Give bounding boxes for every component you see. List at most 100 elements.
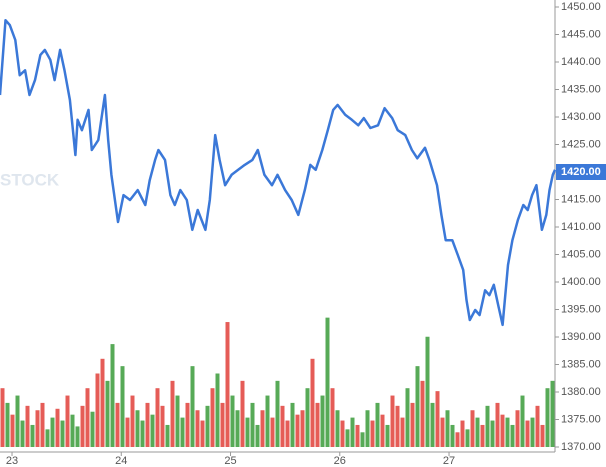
volume-bar <box>25 405 30 447</box>
volume-bar <box>375 402 380 447</box>
last-price-box <box>556 164 606 180</box>
volume-bar <box>110 344 115 447</box>
volume-bar <box>365 410 370 447</box>
volume-bar <box>505 417 510 447</box>
volume-bar <box>130 395 135 447</box>
volume-bar <box>355 424 360 447</box>
volume-bar <box>200 420 205 447</box>
volume-bar <box>50 417 55 447</box>
volume-bar <box>160 405 165 447</box>
volume-bar <box>145 402 150 447</box>
volume-bar <box>210 388 215 447</box>
volume-bar <box>450 424 455 447</box>
y-tick-label: 1445.00 <box>561 28 601 40</box>
volume-bar <box>340 420 345 447</box>
volume-bar <box>280 405 285 447</box>
y-tick-label: 1370.00 <box>561 441 601 453</box>
volume-bar <box>410 402 415 447</box>
volume-bar <box>155 388 160 447</box>
volume-bar <box>405 388 410 447</box>
volume-bar <box>295 414 300 447</box>
volume-bar <box>480 424 485 447</box>
volume-bar <box>240 380 245 447</box>
volume-bar <box>40 402 45 447</box>
y-tick-label: 1390.00 <box>561 331 601 343</box>
x-tick-label: 26 <box>334 455 346 467</box>
volume-bar <box>235 410 240 447</box>
volume-bar <box>390 395 395 447</box>
volume-bar <box>400 417 405 447</box>
volume-bar <box>20 420 25 447</box>
y-tick-label: 1405.00 <box>561 248 601 260</box>
volume-bar <box>205 405 210 447</box>
volume-bar <box>185 402 190 447</box>
volume-bar <box>425 336 430 447</box>
volume-bar <box>520 395 525 447</box>
volume-bar <box>10 414 15 447</box>
volume-bar <box>305 388 310 447</box>
volume-bar <box>90 411 95 447</box>
volume-bar <box>335 410 340 447</box>
volume-bar <box>55 408 60 447</box>
volume-bar <box>80 405 85 447</box>
volume-bar <box>460 420 465 447</box>
volume-bar <box>370 420 375 447</box>
volume-bar <box>190 366 195 447</box>
x-tick-label: 27 <box>443 455 455 467</box>
volume-bar <box>500 414 505 447</box>
volume-bar <box>445 410 450 447</box>
volume-bar <box>135 410 140 447</box>
volume-bar <box>260 410 265 447</box>
price-line <box>0 18 557 327</box>
volume-bar <box>430 402 435 447</box>
volume-bar <box>245 417 250 447</box>
volume-bar <box>300 410 305 447</box>
volume-bar <box>255 424 260 447</box>
volume-bar <box>270 417 275 447</box>
volume-bar <box>510 424 515 447</box>
volume-bar <box>75 426 80 447</box>
volume-bar <box>60 420 65 447</box>
volume-bar <box>490 420 495 447</box>
volume-bar <box>250 402 255 447</box>
volume-bar <box>310 358 315 447</box>
y-tick-label: 1385.00 <box>561 358 601 370</box>
volume-bar <box>525 420 530 447</box>
volume-bar <box>540 424 545 447</box>
volume-bar <box>105 380 110 447</box>
volume-bar <box>350 417 355 447</box>
volume-bar <box>395 405 400 447</box>
volume-bar <box>45 429 50 447</box>
volume-bar <box>115 402 120 447</box>
x-tick-label: 24 <box>115 455 127 467</box>
volume-bar <box>535 405 540 447</box>
y-tick-label: 1450.00 <box>561 1 601 13</box>
volume-bar <box>325 317 330 447</box>
volume-bar <box>320 395 325 447</box>
volume-bar <box>100 358 105 447</box>
volume-bar <box>5 402 10 447</box>
x-tick-label: 25 <box>224 455 236 467</box>
volume-bar <box>230 395 235 447</box>
volume-bar <box>380 414 385 447</box>
volume-bar <box>315 402 320 447</box>
volume-bar <box>175 395 180 447</box>
volume-bar <box>0 388 5 447</box>
volume-bar <box>125 417 130 447</box>
y-tick-label: 1415.00 <box>561 193 601 205</box>
watermark: STOCK <box>0 170 60 189</box>
volume-bar <box>345 429 350 447</box>
volume-bar <box>455 432 460 447</box>
volume-bar <box>195 410 200 447</box>
volume-bar <box>150 414 155 447</box>
volume-bar <box>225 322 230 447</box>
y-tick-label: 1440.00 <box>561 56 601 68</box>
volume-bar <box>95 373 100 447</box>
y-tick-label: 1435.00 <box>561 83 601 95</box>
volume-bar <box>70 414 75 447</box>
last-price-label: 1420.00 <box>561 166 601 178</box>
volume-bar <box>530 417 535 447</box>
volume-bar <box>360 432 365 447</box>
y-tick-label: 1395.00 <box>561 303 601 315</box>
